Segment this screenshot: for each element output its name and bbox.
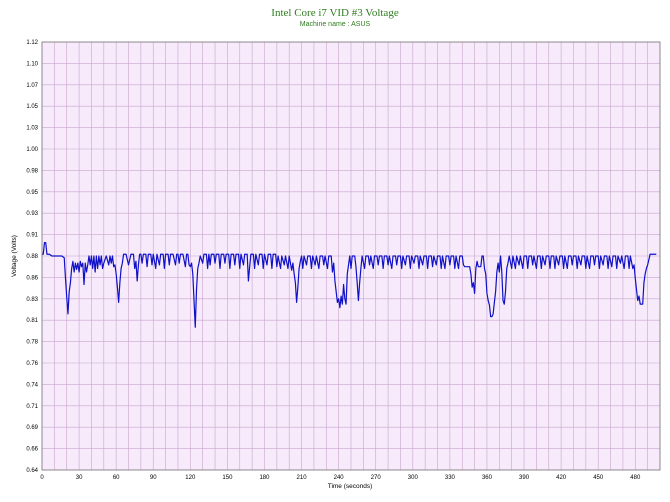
x-tick-label: 450 bbox=[593, 475, 604, 481]
x-axis-ticks: 0 30 60 90 120 150 180 210 240 270 300 330 360 390 420… bbox=[40, 475, 641, 481]
y-tick-label: 0.91 bbox=[26, 233, 38, 239]
y-tick-label: 0.81 bbox=[26, 318, 38, 324]
y-tick-label: 0.69 bbox=[26, 425, 38, 431]
chart-title: Intel Core i7 VID #3 Voltage bbox=[271, 7, 399, 19]
y-axis-ticks: 1.12 1.10 1.07 1.05 1.03 1.00 0.98 0.95 0.93 0.91… bbox=[26, 40, 38, 474]
voltage-series-line bbox=[42, 242, 657, 328]
x-tick-label: 270 bbox=[371, 475, 382, 481]
y-tick-label: 0.71 bbox=[26, 404, 38, 410]
y-tick-label: 1.12 bbox=[26, 40, 38, 46]
y-tick-label: 0.66 bbox=[26, 447, 38, 453]
plot-border bbox=[41, 41, 661, 471]
x-tick-label: 480 bbox=[630, 475, 641, 481]
y-axis-label: Voltage (Volts) bbox=[11, 235, 18, 277]
y-tick-label: 0.86 bbox=[26, 275, 38, 281]
x-tick-label: 90 bbox=[150, 475, 157, 481]
y-tick-label: 1.05 bbox=[26, 104, 38, 110]
y-tick-label: 1.10 bbox=[26, 61, 38, 67]
x-tick-label: 150 bbox=[222, 475, 233, 481]
x-tick-label: 210 bbox=[297, 475, 308, 481]
grid-lines bbox=[41, 41, 661, 471]
y-tick-label: 0.74 bbox=[26, 382, 38, 388]
x-tick-label: 60 bbox=[113, 475, 120, 481]
x-tick-label: 0 bbox=[40, 475, 44, 481]
y-tick-label: 0.95 bbox=[26, 190, 38, 196]
y-tick-label: 0.78 bbox=[26, 340, 38, 346]
x-axis-label: Time (seconds) bbox=[328, 483, 373, 490]
x-tick-label: 420 bbox=[556, 475, 567, 481]
y-tick-label: 1.03 bbox=[26, 126, 38, 132]
y-tick-label: 1.00 bbox=[26, 147, 38, 153]
x-tick-label: 390 bbox=[519, 475, 530, 481]
y-tick-label: 0.88 bbox=[26, 254, 38, 260]
x-tick-label: 300 bbox=[408, 475, 419, 481]
x-tick-label: 240 bbox=[334, 475, 345, 481]
y-tick-label: 0.76 bbox=[26, 361, 38, 367]
y-tick-label: 0.64 bbox=[26, 468, 38, 474]
x-tick-label: 120 bbox=[185, 475, 196, 481]
y-tick-label: 0.83 bbox=[26, 297, 38, 303]
x-tick-label: 360 bbox=[482, 475, 493, 481]
x-tick-label: 180 bbox=[259, 475, 270, 481]
y-tick-label: 0.98 bbox=[26, 168, 38, 174]
y-tick-label: 0.93 bbox=[26, 211, 38, 217]
y-tick-label: 1.07 bbox=[26, 83, 38, 89]
chart-subtitle: Machine name : ASUS bbox=[300, 21, 371, 28]
x-tick-label: 30 bbox=[76, 475, 83, 481]
x-tick-label: 330 bbox=[445, 475, 456, 481]
